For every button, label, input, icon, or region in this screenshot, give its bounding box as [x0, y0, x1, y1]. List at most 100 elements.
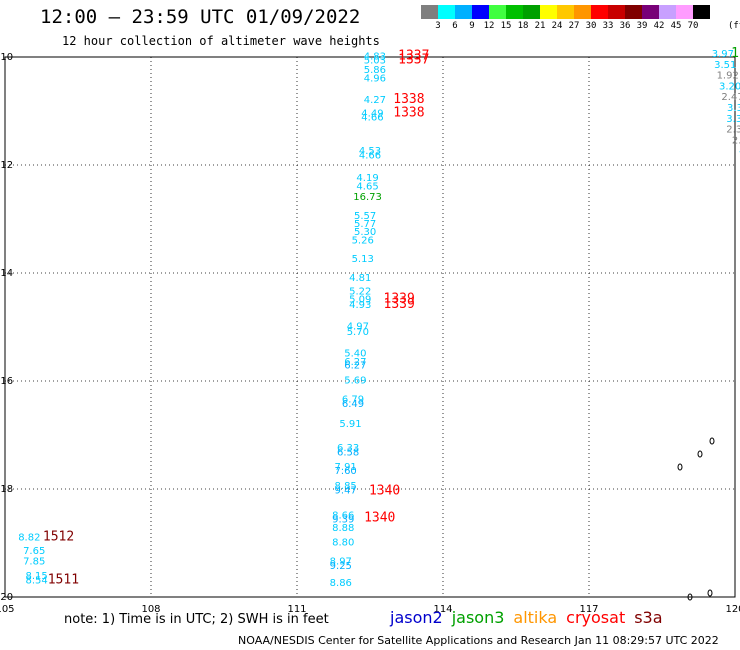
colorbar-swatch: [608, 5, 625, 19]
wave-height-label: 5.69: [344, 376, 366, 387]
y-tick-label: -18: [0, 484, 13, 495]
wave-height-label: 16.73: [353, 192, 382, 203]
wave-height-label: 8.80: [332, 538, 354, 549]
wave-height-label: 5.40: [344, 349, 366, 360]
wave-height-label: 5.22: [349, 287, 371, 298]
colorbar-label: 70: [687, 21, 699, 31]
pass-number-label: 1337: [398, 52, 429, 67]
satellite-legend: jason2 jason3 altika cryosat s3a: [390, 608, 672, 627]
wave-height-label: 6.27: [344, 357, 366, 368]
colorbar-unit: (ft): [728, 21, 740, 31]
wave-height-label: 6.27: [344, 361, 366, 372]
colorbar-label: 36: [619, 21, 631, 31]
wave-height-label: 7.65: [23, 546, 45, 557]
wave-height-label: 4.66: [359, 151, 381, 162]
pass-number-label: 1512: [43, 529, 74, 544]
pass-number-label: 1337: [398, 49, 429, 64]
wave-height-label: 7.91: [335, 462, 357, 473]
wave-height-label: 8.86: [330, 578, 352, 589]
colorbar-swatch: [472, 5, 489, 19]
wave-height-label: 8.97: [330, 557, 352, 568]
wave-height-label: 3.3: [727, 103, 740, 114]
colorbar-swatch: [557, 5, 574, 19]
wave-height-label: 5.09: [349, 295, 371, 306]
x-tick-label: 105: [0, 604, 15, 615]
wave-height-label: 3.51: [714, 60, 736, 71]
wave-height-label: 4.83: [364, 52, 386, 63]
colorbar-swatch: [523, 5, 540, 19]
wave-height-label: 4.97: [347, 322, 369, 333]
colorbar-label: 12: [483, 21, 495, 31]
colorbar-label: 6: [452, 21, 458, 31]
x-tick-label: 111: [287, 604, 306, 615]
wave-height-label: 4.66: [361, 113, 383, 124]
pass-number-label: 1338: [393, 92, 424, 107]
colorbar-label: 15: [500, 21, 512, 31]
x-tick-label: 117: [579, 604, 598, 615]
wave-height-label: 5.86: [364, 65, 386, 76]
island-outline: [697, 450, 703, 458]
colorbar-label: 24: [551, 21, 563, 31]
y-tick-label: -20: [0, 592, 13, 603]
wave-height-label: 4.49: [361, 108, 383, 119]
wave-height-label: 9.25: [330, 561, 352, 572]
colorbar-swatch: [591, 5, 608, 19]
colorbar-label: 30: [585, 21, 597, 31]
pass-number-label: 1: [731, 46, 739, 61]
colorbar-swatch: [421, 5, 438, 19]
wave-height-label: 2.47: [721, 92, 740, 103]
colorbar-swatch: [455, 5, 472, 19]
wave-height-label: 4.93: [349, 300, 371, 311]
colorbar-swatch: [506, 5, 523, 19]
pass-number-label: 1340: [364, 510, 395, 525]
colorbar-label: 39: [636, 21, 648, 31]
x-tick-label: 114: [433, 604, 452, 615]
colorbar-swatch: [676, 5, 693, 19]
colorbar-label: 21: [534, 21, 546, 31]
colorbar-label: 3: [435, 21, 441, 31]
pass-number-label: 1338: [393, 105, 424, 120]
island-outline: [709, 437, 715, 445]
credit-line: NOAA/NESDIS Center for Satellite Applica…: [238, 634, 719, 647]
wave-height-label: 7.60: [335, 466, 357, 477]
y-tick-label: -12: [0, 160, 13, 171]
colorbar-label: 18: [517, 21, 529, 31]
wave-height-label: 5.70: [347, 327, 369, 338]
wave-height-label: 5.57: [354, 211, 376, 222]
wave-height-label: 2.36: [726, 125, 740, 136]
wave-height-label: 7.85: [23, 557, 45, 568]
wave-height-label: 6.58: [337, 448, 359, 459]
colorbar-label: 45: [670, 21, 682, 31]
pass-number-label: 1339: [384, 292, 415, 307]
island-outline: [687, 593, 693, 601]
wave-height-label: 8.66: [332, 511, 354, 522]
wave-height-label: 8.54: [26, 576, 48, 587]
wave-height-label: 2.3: [732, 135, 740, 146]
wave-height-label: 4.65: [356, 181, 378, 192]
wave-height-label: 4.19: [356, 173, 378, 184]
colorbar-swatch: [540, 5, 557, 19]
wave-height-label: 3.30: [726, 114, 740, 125]
legend-entry-cryosat: cryosat: [566, 608, 626, 627]
wave-height-label: 8.82: [18, 532, 40, 543]
colorbar-swatch: [659, 5, 676, 19]
pass-number-label: 1511: [48, 573, 79, 588]
y-tick-label: -16: [0, 376, 13, 387]
wave-height-label: 5.77: [354, 219, 376, 230]
wave-height-label: 5.26: [352, 235, 374, 246]
wave-height-label: 8.88: [332, 523, 354, 534]
wave-height-label: 4.81: [349, 273, 371, 284]
wave-height-label: 6.79: [342, 395, 364, 406]
wave-height-label: 3.97: [712, 49, 734, 60]
colorbar-swatch: [693, 5, 710, 19]
x-tick-label: 120: [725, 604, 740, 615]
colorbar-label: 33: [602, 21, 614, 31]
wave-height-label: 1.92: [717, 71, 739, 82]
pass-number-label: 1339: [384, 297, 415, 312]
map-subtitle: 12 hour collection of altimeter wave hei…: [62, 34, 380, 48]
wave-height-label: 5.03: [364, 55, 386, 66]
island-outline: [707, 589, 713, 597]
colorbar-swatch: [625, 5, 642, 19]
colorbar-label: 27: [568, 21, 580, 31]
